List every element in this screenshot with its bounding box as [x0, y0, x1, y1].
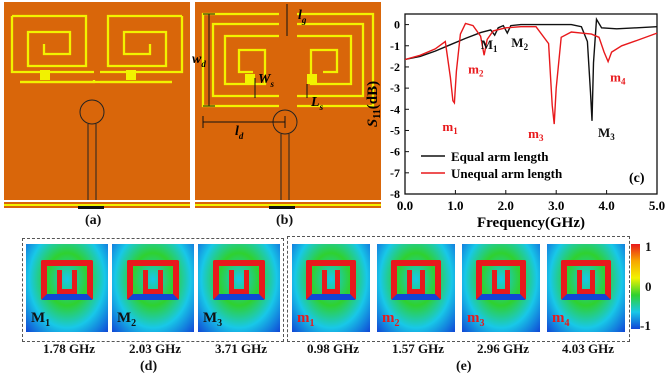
colorbar: [631, 244, 640, 329]
antenna-equal-arm-drawing: [4, 2, 190, 209]
x-tick-label: 1.0: [447, 198, 463, 213]
frequency-label: 4.03 GHz: [562, 341, 614, 356]
x-axis-label: Frequency(GHz): [477, 215, 585, 231]
left-patch: [245, 74, 255, 84]
unequal-arm-map-3: m3: [462, 244, 540, 332]
plot-frame: [404, 13, 658, 195]
current-arms: [391, 260, 441, 300]
current-arms: [561, 260, 611, 300]
mode-label: m2: [382, 310, 400, 329]
equal-arm-map-1: M1: [26, 244, 108, 332]
right-patch: [307, 74, 317, 84]
unequal-arm-map-2: m2: [377, 244, 455, 332]
mode-label: m1: [297, 310, 315, 329]
y-tick-label: -6: [390, 145, 400, 159]
field-group-d: [22, 238, 284, 342]
current-arms: [126, 260, 180, 300]
annotation-m3: m3: [528, 126, 544, 143]
panel-label-d: (d): [140, 359, 158, 374]
x-tick-label: 3.0: [548, 198, 564, 213]
x-tick-label: 5.0: [649, 198, 665, 213]
annotation-m2: m2: [468, 61, 484, 78]
series-line-2: [404, 22, 658, 125]
y-tick-label: -5: [390, 123, 400, 137]
dim-ld: ld: [235, 124, 244, 141]
legend-label: Unequal arm length: [451, 166, 563, 181]
y-tick-label: -7: [390, 166, 400, 180]
y-tick-label: -4: [390, 102, 400, 116]
frequency-label: 1.78 GHz: [43, 341, 95, 356]
annotation-m4: m4: [610, 70, 626, 87]
colorbar-tick-min: -1: [640, 318, 651, 333]
mode-label: M2: [117, 310, 137, 329]
current-arms: [212, 260, 266, 300]
dim-lg: lg: [298, 8, 307, 25]
dim-ws: Ws: [258, 72, 274, 89]
annotation-M1: M1: [481, 37, 498, 54]
unequal-arm-map-4: m4: [547, 244, 625, 332]
frequency-label: 2.03 GHz: [129, 341, 181, 356]
dim-wd: wd: [192, 52, 206, 69]
left-patch: [40, 70, 50, 80]
spiral-arms: [10, 14, 184, 84]
current-arms: [306, 260, 356, 300]
colorbar-tick-mid: 0: [645, 279, 652, 294]
mode-label: m4: [552, 310, 570, 329]
y-tick-label: -2: [390, 60, 400, 74]
legend-label: Equal arm length: [451, 149, 549, 164]
annotation-M2: M2: [511, 35, 528, 52]
mode-label: M1: [31, 310, 51, 329]
dimension-arrows: [202, 4, 308, 128]
y-axis-label: S11(dB): [365, 81, 383, 127]
x-tick-label: 4.0: [598, 198, 614, 213]
equal-arm-map-2: M2: [112, 244, 194, 332]
antenna-unequal-arm-drawing: [195, 2, 381, 209]
frequency-label: 2.96 GHz: [477, 341, 529, 356]
panel-label-c: (c): [629, 171, 645, 186]
field-group-e: [287, 236, 630, 342]
substrate: [195, 2, 381, 200]
mode-label: m3: [467, 310, 485, 329]
equal-arm-map-3: M3: [198, 244, 280, 332]
right-patch: [126, 70, 136, 80]
annotation-M3: M3: [598, 125, 615, 142]
panel-label-e: (e): [456, 359, 472, 374]
current-arms: [476, 260, 526, 300]
frequency-label: 1.57 GHz: [392, 341, 444, 356]
y-tick-label: -8: [390, 187, 400, 201]
frequency-label: 0.98 GHz: [307, 341, 359, 356]
s11-chart: 0.0 1.0 2.0 3.0 4.0 5.0 0 -1 -2 -3 -4 -5 -6 -7 -8 Frequ…: [365, 13, 665, 231]
annotation-m1: m1: [442, 119, 458, 136]
dim-ls: Ls: [311, 95, 324, 112]
mode-label: M3: [203, 310, 223, 329]
spiral-arms: [201, 12, 375, 108]
colorbar-tick-max: 1: [645, 239, 652, 254]
x-tick-label: 2.0: [498, 198, 514, 213]
y-tick-label: -1: [390, 39, 400, 53]
panel-label-a: (a): [85, 213, 102, 228]
panel-label-b: (b): [276, 213, 294, 228]
unequal-arm-map-1: m1: [292, 244, 370, 332]
series-line-1: [404, 17, 658, 121]
y-tick-label: -3: [390, 81, 400, 95]
current-arms: [40, 260, 94, 300]
x-tick-label: 0.0: [397, 198, 413, 213]
frequency-label: 3.71 GHz: [215, 341, 267, 356]
feed-ring: [79, 99, 105, 125]
y-tick-label: 0: [394, 18, 400, 32]
